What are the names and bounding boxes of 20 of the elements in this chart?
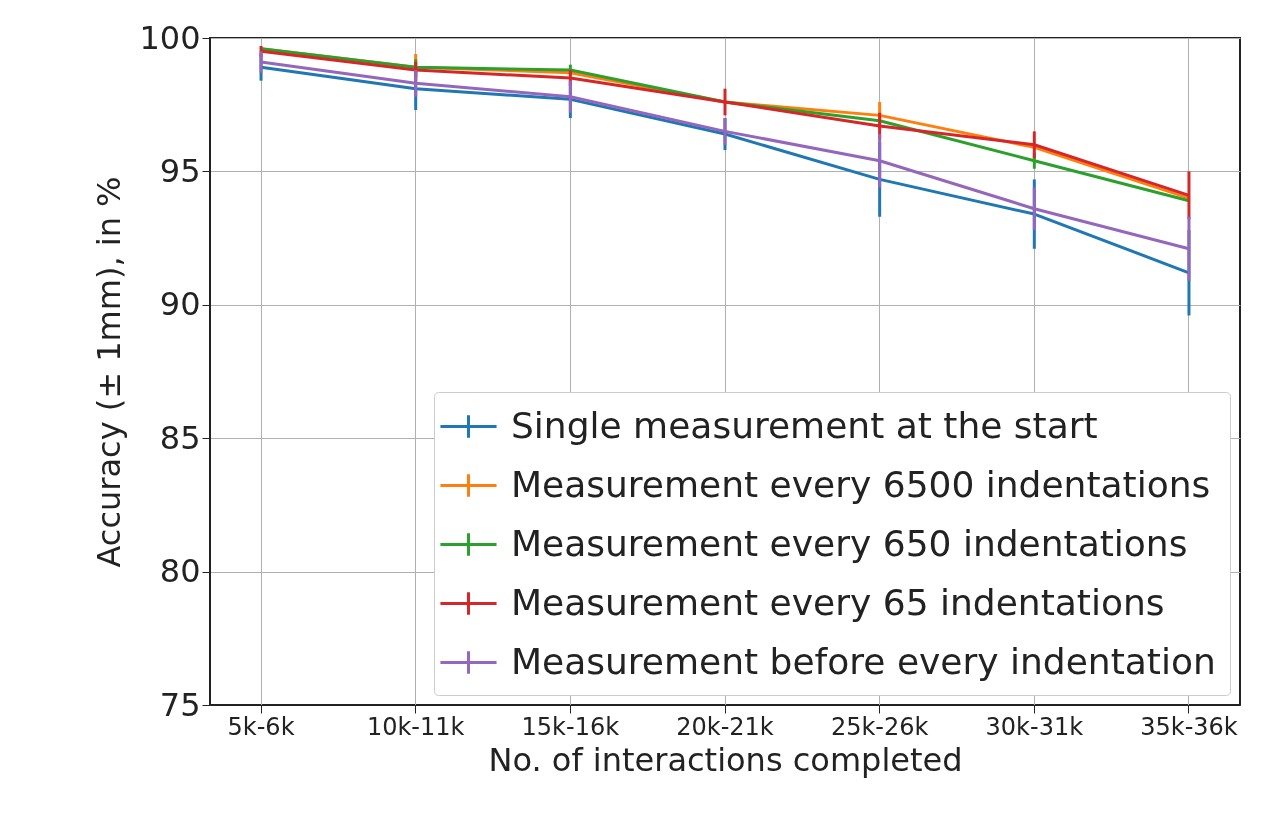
x-tick-label: 35k-36k [1140, 712, 1238, 741]
y-axis-title: Accuracy (± 1mm), in % [90, 176, 129, 568]
legend-label: Measurement every 6500 indentations [511, 463, 1211, 505]
x-tick-label: 5k-6k [227, 712, 295, 741]
y-tick-label: 90 [159, 285, 201, 324]
y-tick-label: 95 [159, 151, 201, 190]
legend-label: Measurement every 650 indentations [511, 522, 1188, 564]
y-tick-label: 100 [139, 18, 201, 57]
legend-label: Measurement every 65 indentations [511, 581, 1165, 623]
y-tick-label: 80 [159, 552, 201, 591]
y-tick-label: 75 [159, 685, 201, 724]
x-tick-label: 30k-31k [985, 712, 1084, 741]
x-tick-label: 20k-21k [676, 712, 774, 741]
y-tick-label: 85 [159, 418, 201, 457]
x-tick-label: 15k-16k [521, 712, 620, 741]
x-tick-label: 10k-11k [366, 712, 465, 741]
legend-label: Single measurement at the start [511, 404, 1098, 446]
x-tick-label: 25k-26k [830, 712, 929, 741]
legend-label: Measurement before every indentation [511, 640, 1216, 682]
x-axis-title: No. of interactions completed [488, 740, 963, 779]
